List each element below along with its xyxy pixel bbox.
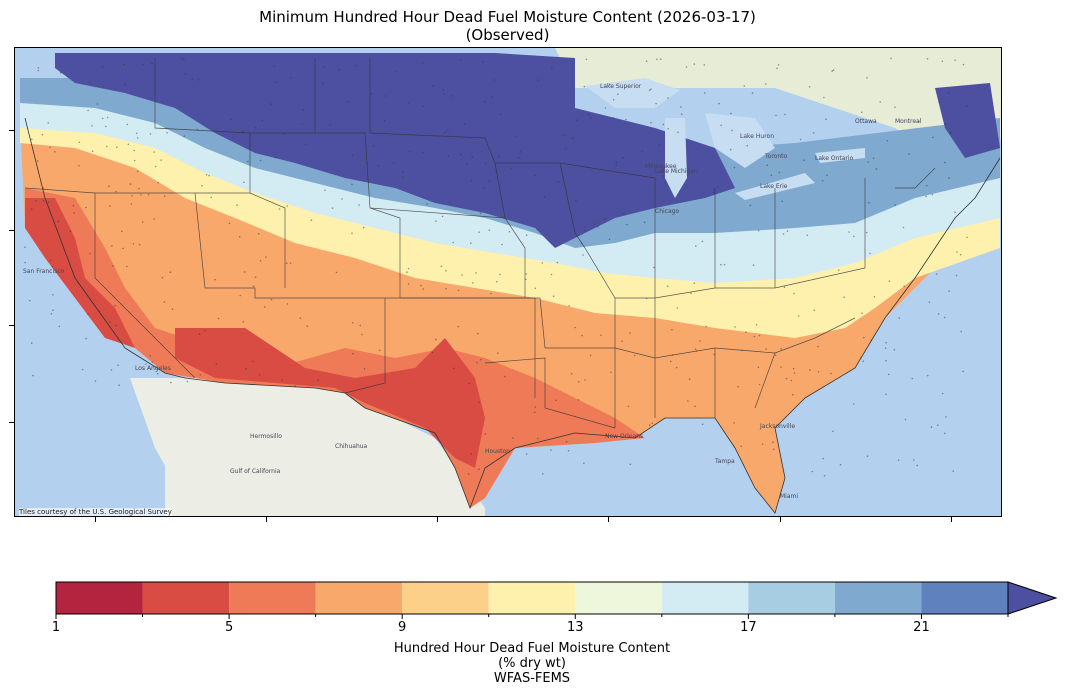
- colorbar-bin: [921, 582, 1008, 614]
- colorbar-bin: [142, 582, 230, 614]
- canada-land: [15, 48, 1001, 158]
- colorbar-tick-label: 9: [398, 620, 407, 635]
- us-coastline: [24, 117, 1001, 514]
- band-over: [55, 53, 735, 248]
- x-tick: [780, 517, 781, 522]
- map-title: Minimum Hundred Hour Dead Fuel Moisture …: [259, 8, 756, 26]
- colorbar-outline: [55, 581, 1009, 615]
- station-markers: [24, 57, 968, 477]
- band-3: [175, 328, 485, 468]
- colorbar-bin: [748, 582, 835, 614]
- colorbar-bin: [56, 582, 143, 614]
- fuel-moisture-map: Lake Superior Lake Michigan Lake Huron L…: [15, 48, 1001, 516]
- band-over-maine: [935, 83, 1000, 158]
- colorbar-tick-label: 13: [566, 620, 584, 635]
- label-lake-ontario: Lake Ontario: [815, 155, 854, 162]
- label-ottawa: Ottawa: [855, 118, 877, 125]
- tile-credit: Tiles courtesy of the U.S. Geological Su…: [19, 508, 172, 516]
- label-hermosillo: Hermosillo: [250, 433, 282, 440]
- label-lake-erie: Lake Erie: [760, 183, 788, 190]
- label-chicago: Chicago: [655, 208, 679, 215]
- x-tick: [266, 517, 267, 522]
- colorbar-bin: [402, 582, 489, 614]
- colorbar-title: Hundred Hour Dead Fuel Moisture Content: [393, 641, 671, 656]
- y-tick: [9, 325, 14, 326]
- label-jacksonville: Jacksonville: [759, 423, 795, 430]
- label-miami: Miami: [780, 493, 798, 500]
- x-tick: [951, 517, 952, 522]
- colorbar-tick-label: 17: [740, 620, 757, 635]
- colorbar-extend-arrow: [1007, 581, 1058, 615]
- mexico-land: [165, 378, 485, 516]
- label-new-orleans: New Orleans: [605, 433, 643, 440]
- label-chihuahua: Chihuahua: [335, 443, 368, 450]
- label-lake-superior: Lake Superior: [600, 83, 642, 90]
- label-houston: Houston: [485, 448, 510, 455]
- colorbar-bin: [834, 582, 922, 614]
- colorbar-bin: [229, 582, 316, 614]
- label-toronto: Toronto: [764, 153, 787, 160]
- colorbar-tick-label: 1: [51, 620, 61, 635]
- y-tick: [9, 230, 14, 231]
- label-san-francisco: San Francisco: [23, 268, 65, 275]
- y-tick: [9, 422, 14, 423]
- label-lake-michigan: Lake Michigan: [655, 168, 698, 175]
- map-panel[interactable]: Lake Superior Lake Michigan Lake Huron L…: [14, 47, 1002, 517]
- label-milwaukee: Milwaukee: [645, 163, 677, 170]
- x-tick: [95, 517, 96, 522]
- label-montreal: Montreal: [895, 118, 922, 125]
- colorbar-tick-label: 21: [913, 620, 930, 635]
- y-tick: [9, 130, 14, 131]
- label-gulf-of-california: Gulf of California: [230, 468, 281, 475]
- x-tick: [608, 517, 609, 522]
- colorbar-bin: [575, 582, 662, 614]
- colorbar-bin: [488, 582, 576, 614]
- baja-land: [130, 378, 244, 516]
- x-tick: [437, 517, 438, 522]
- band-5: [25, 188, 645, 508]
- colorbar-bin: [661, 582, 749, 614]
- moisture-field: [20, 53, 1000, 513]
- colorbar-source: WFAS-FEMS: [493, 671, 571, 686]
- state-borders: [24, 58, 936, 429]
- colorbar-bin: [315, 582, 403, 614]
- colorbar-tick-label: 5: [224, 620, 234, 635]
- colorbar-units: (% dry wt): [498, 656, 566, 671]
- band-3-ca: [25, 198, 135, 348]
- label-lake-huron: Lake Huron: [740, 133, 774, 140]
- label-tampa: Tampa: [714, 458, 735, 465]
- map-labels: Lake Superior Lake Michigan Lake Huron L…: [23, 83, 922, 500]
- label-los-angeles: Los Angeles: [135, 365, 171, 372]
- great-lakes: [585, 78, 865, 200]
- map-subtitle: (Observed): [465, 26, 550, 44]
